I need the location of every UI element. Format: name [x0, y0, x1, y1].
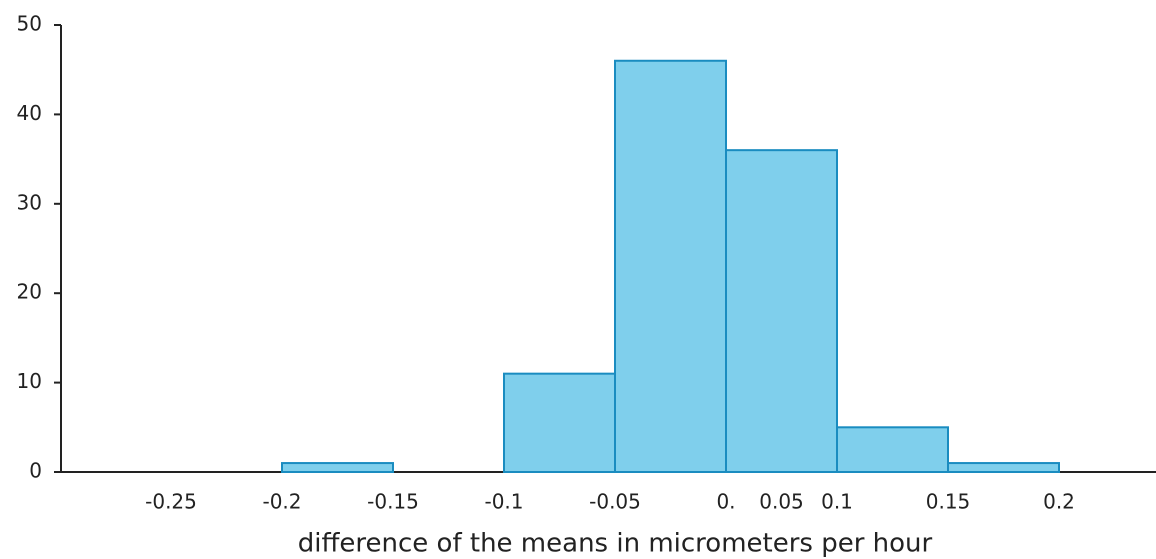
x-tick-label: 0.1	[821, 490, 853, 514]
y-tick-label: 30	[17, 190, 42, 214]
y-tick-label: 10	[17, 369, 42, 393]
y-tick-label: 40	[17, 101, 42, 125]
x-tick-label: 0.	[716, 490, 735, 514]
x-tick-label: 0.2	[1043, 490, 1075, 514]
bar	[503, 372, 616, 473]
bar	[725, 149, 838, 473]
x-tick-label: -0.05	[589, 490, 641, 514]
bar	[281, 462, 394, 473]
y-tick-label: 50	[17, 12, 42, 36]
x-tick-label: -0.25	[145, 490, 197, 514]
bar	[836, 426, 949, 473]
y-tick-label: 20	[17, 280, 42, 304]
x-tick-label: -0.15	[367, 490, 419, 514]
x-tick-label: -0.1	[484, 490, 523, 514]
bar	[614, 59, 727, 473]
x-axis-label: difference of the means in micrometers p…	[298, 529, 933, 559]
x-tick-label: -0.2	[262, 490, 301, 514]
x-tick-label: 0.05	[759, 490, 804, 514]
x-tick-label: 0.15	[926, 490, 971, 514]
y-tick-label: 0	[29, 459, 42, 483]
bar	[947, 462, 1060, 473]
